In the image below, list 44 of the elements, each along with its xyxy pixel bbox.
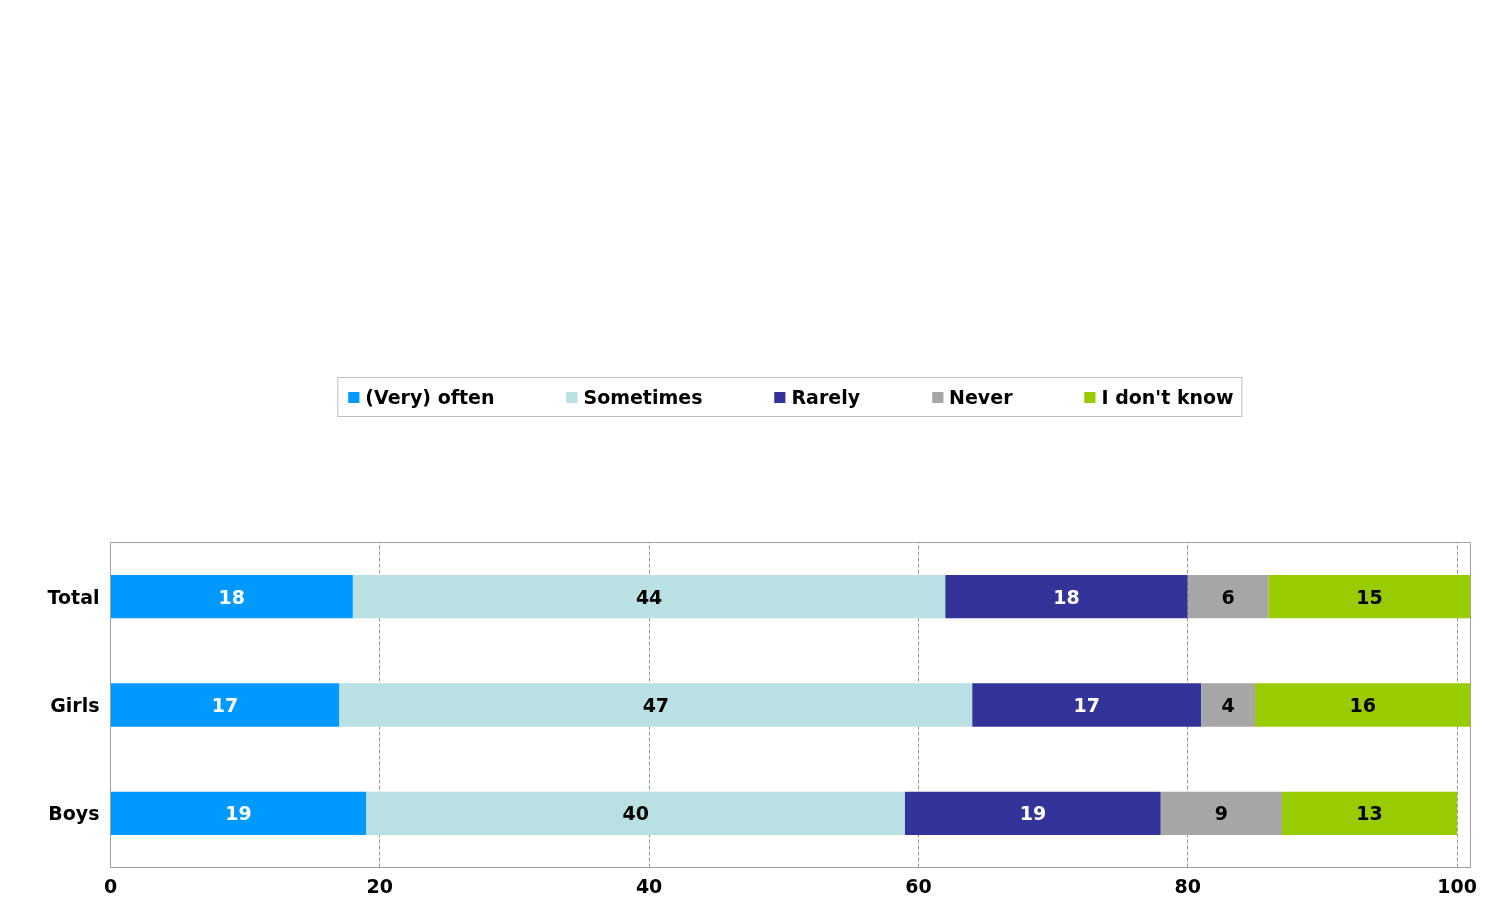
bar bbox=[110, 791, 367, 835]
data-label: 13 bbox=[1356, 802, 1383, 825]
bar bbox=[339, 683, 973, 727]
x-tick-label: 40 bbox=[635, 874, 663, 897]
data-label: 18 bbox=[218, 585, 245, 608]
x-tick-label: 60 bbox=[905, 874, 932, 897]
y-tick-label: Boys bbox=[48, 802, 100, 825]
bar bbox=[366, 791, 905, 835]
data-label: 44 bbox=[635, 585, 663, 608]
data-label: 40 bbox=[622, 802, 649, 825]
x-tick-label: 20 bbox=[366, 874, 394, 897]
data-label: 17 bbox=[211, 694, 239, 716]
data-label: 6 bbox=[1221, 585, 1235, 608]
data-label: 17 bbox=[1073, 694, 1100, 716]
y-tick-label: Total bbox=[47, 585, 100, 608]
bar bbox=[1268, 575, 1471, 619]
bar bbox=[1201, 683, 1256, 727]
data-label: 18 bbox=[1053, 585, 1080, 608]
data-label: 47 bbox=[642, 694, 670, 716]
bar bbox=[1255, 683, 1471, 727]
legend-label: I don't know bbox=[1101, 385, 1234, 408]
bar bbox=[904, 791, 1161, 835]
data-label: 19 bbox=[225, 802, 252, 825]
legend-label: Sometimes bbox=[583, 385, 703, 408]
x-tick-label: 100 bbox=[1437, 874, 1477, 897]
x-tick-label: 0 bbox=[103, 874, 118, 897]
bar bbox=[972, 683, 1202, 727]
bar bbox=[1160, 791, 1282, 835]
legend-label: (Very) often bbox=[365, 385, 495, 408]
x-tick-label: 80 bbox=[1174, 874, 1201, 897]
data-label: 4 bbox=[1221, 694, 1235, 716]
data-label: 9 bbox=[1214, 802, 1229, 825]
bar bbox=[1187, 575, 1269, 619]
bar bbox=[110, 575, 353, 619]
data-label: 15 bbox=[1356, 585, 1383, 608]
data-label: 19 bbox=[1019, 802, 1047, 825]
bar bbox=[1281, 791, 1458, 835]
bar bbox=[110, 683, 340, 727]
legend-label: Rarely bbox=[791, 385, 861, 408]
bar bbox=[352, 575, 946, 619]
bar bbox=[945, 575, 1188, 619]
legend-label: Never bbox=[949, 385, 1013, 408]
data-label: 16 bbox=[1349, 694, 1377, 716]
y-tick-label: Girls bbox=[50, 694, 100, 716]
